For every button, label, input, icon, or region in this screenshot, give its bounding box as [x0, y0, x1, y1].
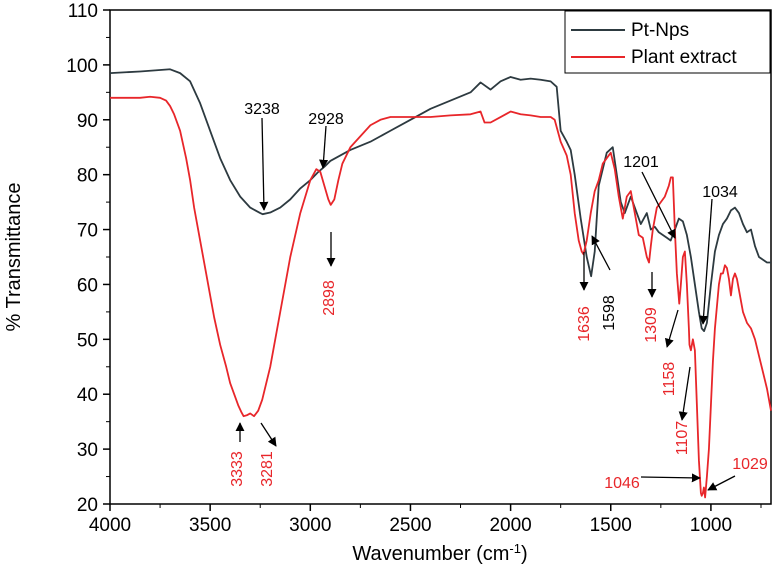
y-tick-label: 40	[77, 385, 98, 406]
annotation-arrow	[699, 198, 713, 325]
annotation-arrow	[319, 125, 329, 169]
annotation-label: 3238	[244, 101, 280, 118]
annotation-label: 1636	[576, 306, 593, 342]
legend-box	[564, 10, 771, 74]
y-tick-label: 90	[77, 111, 98, 132]
annotation-layer: 3238 2928 1598 1201 1034 3333 3281 2898 1636 1309…	[229, 101, 768, 492]
y-tick-label: 30	[77, 440, 98, 461]
annotation-label: 3333	[229, 451, 246, 487]
y-tick-label: 20	[77, 495, 98, 516]
y-tick-label: 100	[66, 56, 98, 77]
annotation-arrow	[678, 366, 691, 421]
annotation-arrow	[664, 309, 679, 348]
x-tick-label: 2000	[489, 515, 531, 536]
x-axis-title-superscript: -1	[509, 541, 521, 556]
x-tick-label: 4000	[89, 515, 131, 536]
x-axis-title: Wavenumber (cm-1)	[352, 541, 527, 566]
annotation-arrow	[260, 422, 277, 447]
y-tick-label: 110	[68, 1, 98, 22]
y-tick-label: 60	[77, 275, 98, 296]
y-tick-label: 80	[77, 166, 98, 187]
annotation-label: 2928	[308, 111, 344, 128]
annotation-arrow	[591, 235, 611, 271]
y-tick-label: 70	[77, 221, 98, 242]
annotation-label: 1034	[702, 184, 738, 201]
annotation-arrow	[707, 475, 736, 491]
y-axis-title: % Transmittance	[3, 183, 25, 332]
annotation-label: 1107	[674, 421, 691, 456]
axis-titles: Wavenumber (cm-1) % Transmittance	[3, 183, 528, 565]
series-layer	[109, 68, 772, 499]
annotation-label: 1029	[732, 456, 768, 473]
x-axis-title-text: Wavenumber (cm	[352, 543, 509, 565]
axes-layer: 4000 3500 3000 2500 2000 1500 1000 20 30 40 50 60 70…	[66, 1, 772, 536]
plot-frame	[109, 9, 772, 505]
annotation-arrow	[641, 171, 676, 239]
y-tick-label: 50	[77, 330, 98, 351]
annotation-label: 1598	[601, 295, 618, 331]
annotation-label: 2898	[321, 280, 338, 316]
annotation-label: 1201	[623, 154, 659, 171]
annotation-label: 3281	[259, 451, 276, 487]
annotation-label: 1158	[661, 362, 678, 397]
x-tick-label: 1000	[690, 515, 732, 536]
annotation-arrow	[640, 473, 701, 483]
annotation-arrow	[259, 117, 269, 211]
x-tick-label: 1500	[590, 515, 632, 536]
annotation-label: 1046	[604, 475, 640, 492]
legend-label: Plant extract	[631, 47, 737, 68]
legend: Pt-Nps Plant extract	[564, 10, 771, 74]
x-tick-label: 2500	[389, 515, 431, 536]
x-tick-label: 3500	[189, 515, 231, 536]
annotation-label: 1309	[643, 307, 660, 343]
x-tick-label: 3000	[289, 515, 331, 536]
x-axis-title-suffix: )	[521, 543, 528, 565]
legend-label: Pt-Nps	[631, 20, 689, 41]
series-line-plant-extract	[110, 95, 772, 499]
series-line-pt-nps	[109, 68, 771, 332]
